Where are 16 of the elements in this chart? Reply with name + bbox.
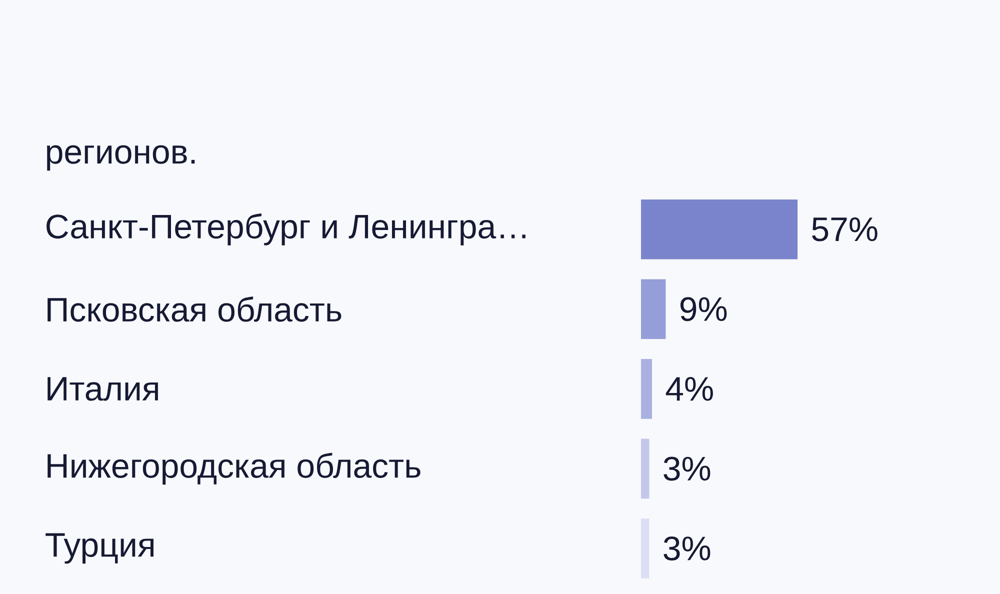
data-label: 57%	[812, 217, 878, 242]
data-label: 4%	[666, 376, 713, 401]
bar	[641, 199, 798, 260]
bar	[641, 438, 650, 498]
bar	[641, 279, 666, 339]
data-label: 9%	[680, 296, 727, 321]
y-tick-label: Италия	[48, 376, 158, 401]
y-tick-label: Санкт-Петербург и Ленингра…	[46, 213, 526, 246]
bar	[641, 518, 650, 578]
data-label: 3%	[664, 536, 710, 560]
y-tick-label: Псковская область	[48, 296, 342, 322]
y-tick-label: Нижегородская область	[48, 452, 420, 484]
y-tick-label: Турция	[46, 533, 154, 564]
bar	[641, 358, 652, 419]
text: регионов.	[47, 145, 195, 170]
data-label: 3%	[664, 456, 710, 481]
